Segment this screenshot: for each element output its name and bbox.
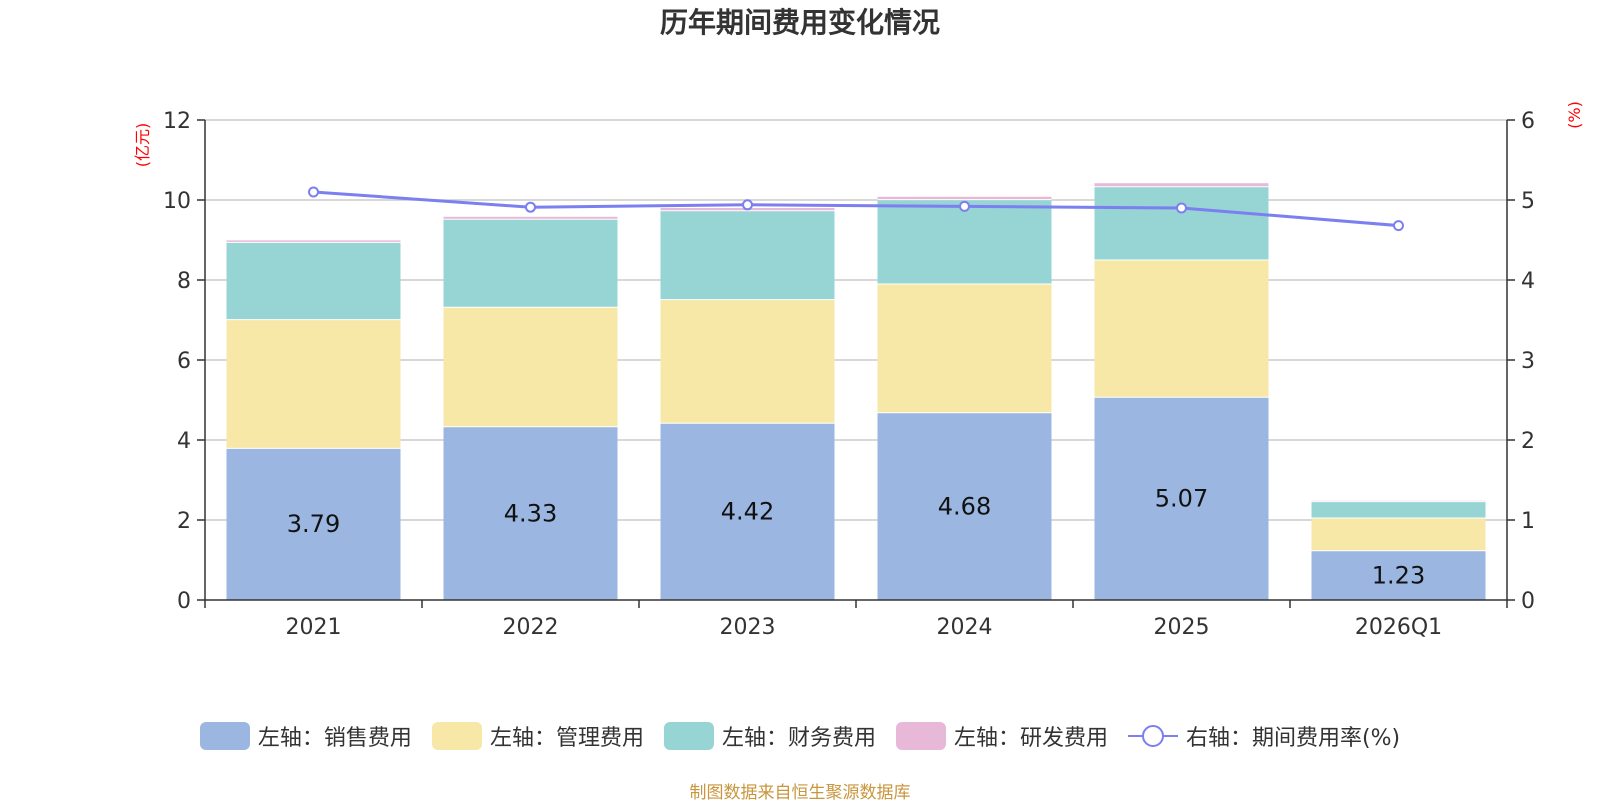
- legend-label-rate: 右轴：期间费用率(%): [1185, 726, 1401, 751]
- right-tick-label-6: 6: [1521, 109, 1535, 134]
- legend-swatch-rate: [1127, 722, 1178, 750]
- bar-sales-2022[interactable]: [443, 426, 618, 600]
- legend-label-admin: 左轴：管理费用: [489, 726, 644, 751]
- value-label-2021: 3.79: [287, 510, 340, 538]
- x-tick-label-2024: 2024: [937, 615, 993, 640]
- x-tick-label-2022: 2022: [503, 615, 559, 640]
- rate-point-2025[interactable]: [1176, 202, 1187, 214]
- chart-title: 历年期间费用变化情况: [660, 6, 940, 39]
- legend-item-rnd[interactable]: 左轴：研发费用: [895, 720, 1108, 752]
- legend-label-finance: 左轴：财务费用: [721, 726, 876, 751]
- right-tick-label-2: 2: [1521, 429, 1535, 454]
- right-tick-label-1: 1: [1521, 509, 1535, 534]
- bar-finance-2023[interactable]: [660, 210, 835, 300]
- legend-label-sales: 左轴：销售费用: [257, 726, 412, 751]
- right-tick-label-5: 5: [1521, 189, 1535, 214]
- value-label-2025: 5.07: [1155, 485, 1208, 513]
- bar-finance-2022[interactable]: [443, 219, 618, 308]
- left-tick-label-6: 6: [177, 349, 191, 374]
- bar-rnd-2022[interactable]: [443, 216, 618, 220]
- chart: 历年期间费用变化情况 3.79 4.33 4.42 4.68 5.07 1.23 0 2 4 6…: [133, 6, 1584, 640]
- bar-value-labels: 3.79 4.33 4.42 4.68 5.07 1.23: [287, 485, 1425, 590]
- bar-rnd-2024[interactable]: [877, 196, 1052, 200]
- left-tick-label-10: 10: [163, 189, 191, 214]
- right-tick-label-3: 3: [1521, 349, 1535, 374]
- legend-swatch-finance: [663, 722, 714, 750]
- legend-label-rnd: 左轴：研发费用: [953, 726, 1108, 751]
- left-tick-label-2: 2: [177, 509, 191, 534]
- bar-admin-2023[interactable]: [660, 299, 835, 424]
- legend: 左轴：销售费用 左轴：管理费用 左轴：财务费用 左轴：研发费用 右轴：期间费用率…: [0, 718, 1600, 754]
- rate-point-2021[interactable]: [308, 186, 319, 198]
- bar-series: [226, 183, 1486, 600]
- bar-sales-2023[interactable]: [660, 423, 835, 600]
- legend-item-sales[interactable]: 左轴：销售费用: [199, 720, 412, 752]
- source-note: 制图数据来自恒生聚源数据库: [689, 783, 911, 803]
- value-label-2026Q1: 1.23: [1372, 561, 1425, 589]
- rate-point-2026Q1[interactable]: [1393, 220, 1404, 232]
- value-label-2022: 4.33: [504, 499, 557, 527]
- right-tick-label-0: 0: [1521, 589, 1535, 614]
- bar-rnd-2021[interactable]: [226, 240, 401, 243]
- left-tick-label-8: 8: [177, 269, 191, 294]
- legend-item-rate[interactable]: 右轴：期间费用率(%): [1127, 720, 1401, 752]
- bar-finance-2021[interactable]: [226, 242, 401, 320]
- rate-line-series: [308, 186, 1404, 232]
- bar-admin-2024[interactable]: [877, 284, 1052, 413]
- x-tick-label-2021: 2021: [286, 615, 342, 640]
- bar-sales-2026Q1[interactable]: [1311, 550, 1486, 600]
- legend-swatch-rnd: [895, 722, 946, 750]
- value-label-2024: 4.68: [938, 492, 991, 520]
- x-tick-label-2025: 2025: [1154, 615, 1210, 640]
- bar-finance-2024[interactable]: [877, 199, 1052, 284]
- rate-point-2022[interactable]: [525, 201, 536, 213]
- legend-item-finance[interactable]: 左轴：财务费用: [663, 720, 876, 752]
- legend-item-admin[interactable]: 左轴：管理费用: [431, 720, 644, 752]
- right-axis-unit: (%): [1565, 101, 1584, 129]
- bar-admin-2025[interactable]: [1094, 260, 1269, 398]
- rate-point-2024[interactable]: [959, 200, 970, 212]
- x-tick-label-2026Q1: 2026Q1: [1355, 615, 1442, 640]
- rate-line: [313, 190, 1399, 228]
- left-tick-label-0: 0: [177, 589, 191, 614]
- bar-sales-2025[interactable]: [1094, 397, 1269, 600]
- value-label-2023: 4.42: [721, 498, 774, 526]
- right-tick-label-4: 4: [1521, 269, 1535, 294]
- legend-swatch-sales: [199, 722, 250, 750]
- rate-point-2023[interactable]: [742, 199, 753, 211]
- bar-admin-2026Q1[interactable]: [1311, 518, 1486, 551]
- bar-admin-2021[interactable]: [226, 319, 401, 449]
- x-tick-label-2023: 2023: [720, 615, 776, 640]
- bar-sales-2021[interactable]: [226, 448, 401, 600]
- left-tick-label-12: 12: [163, 109, 191, 134]
- left-tick-label-4: 4: [177, 429, 191, 454]
- left-axis-unit: (亿元): [133, 123, 152, 168]
- bar-admin-2022[interactable]: [443, 307, 618, 427]
- legend-swatch-admin: [431, 722, 482, 750]
- bar-finance-2025[interactable]: [1094, 186, 1269, 260]
- bar-sales-2024[interactable]: [877, 412, 1052, 600]
- bar-finance-2026Q1[interactable]: [1311, 501, 1486, 518]
- bar-rnd-2025[interactable]: [1094, 183, 1269, 187]
